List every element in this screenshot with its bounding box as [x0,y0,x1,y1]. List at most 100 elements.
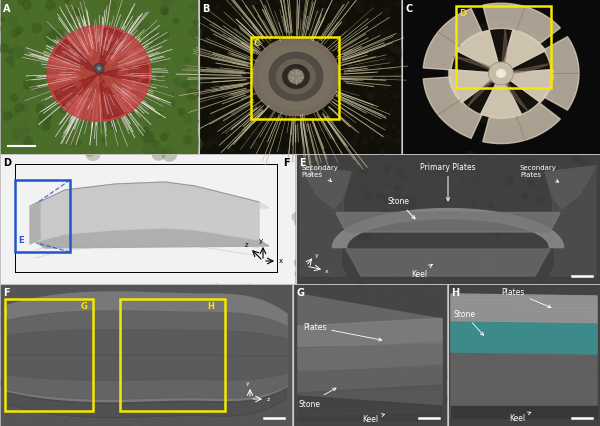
Circle shape [232,44,238,50]
Circle shape [232,150,236,155]
Circle shape [546,211,550,216]
Circle shape [580,268,585,272]
Circle shape [33,80,46,93]
Text: y: y [259,237,263,243]
Bar [296,155,600,284]
Circle shape [363,24,369,30]
Circle shape [71,124,79,132]
Circle shape [320,0,326,6]
Circle shape [521,193,529,200]
Circle shape [406,226,412,232]
Circle shape [562,198,571,207]
Circle shape [301,343,305,346]
Polygon shape [5,355,287,356]
Circle shape [64,34,68,38]
Circle shape [206,91,214,99]
Circle shape [407,203,416,211]
Bar [402,0,600,155]
Circle shape [438,228,440,230]
Circle shape [297,424,301,426]
Circle shape [306,168,315,177]
Circle shape [153,309,158,315]
Circle shape [21,115,32,125]
Circle shape [344,3,348,6]
Circle shape [312,8,319,15]
Circle shape [103,298,105,301]
Circle shape [108,340,110,342]
Circle shape [478,415,480,417]
Circle shape [97,67,101,71]
Circle shape [429,160,433,164]
Circle shape [257,27,263,33]
Circle shape [233,85,239,89]
Circle shape [393,73,400,81]
Circle shape [142,338,146,342]
Circle shape [389,132,391,134]
Circle shape [575,157,580,162]
Circle shape [79,92,89,102]
Circle shape [98,98,101,101]
Circle shape [307,86,315,94]
Bar [199,0,401,155]
Circle shape [578,248,584,253]
Circle shape [444,399,448,403]
Circle shape [150,341,153,344]
Circle shape [18,285,20,288]
Circle shape [473,306,475,308]
Circle shape [70,66,83,80]
Circle shape [228,138,231,141]
Circle shape [335,71,339,75]
Circle shape [308,398,310,401]
Circle shape [314,340,316,342]
Circle shape [497,398,501,403]
Circle shape [575,256,583,265]
Circle shape [232,111,237,117]
Circle shape [528,358,532,363]
Circle shape [238,102,242,106]
Circle shape [28,296,29,298]
Circle shape [211,25,215,29]
Circle shape [297,121,302,127]
Circle shape [302,253,311,262]
Circle shape [151,394,152,395]
Polygon shape [467,74,501,108]
Circle shape [52,388,55,390]
Circle shape [212,422,217,426]
Circle shape [226,86,232,92]
Circle shape [88,304,94,310]
Circle shape [597,370,600,375]
Circle shape [481,393,484,397]
Circle shape [22,79,34,91]
Circle shape [350,108,355,113]
Circle shape [78,0,87,9]
Circle shape [442,293,443,295]
Circle shape [181,343,184,345]
Circle shape [186,89,199,101]
Circle shape [145,366,147,368]
Circle shape [382,95,386,99]
Circle shape [579,338,584,343]
Circle shape [15,357,19,361]
Polygon shape [99,74,124,120]
Circle shape [7,49,14,55]
Polygon shape [99,29,124,74]
Circle shape [277,93,286,101]
Circle shape [179,357,184,362]
Text: Stone: Stone [387,197,415,219]
Circle shape [377,42,381,46]
Circle shape [67,423,70,426]
Circle shape [160,379,165,384]
Circle shape [151,140,159,149]
Circle shape [312,83,320,91]
Circle shape [160,7,169,16]
Circle shape [401,338,406,344]
Circle shape [211,142,214,145]
Circle shape [204,351,209,356]
Circle shape [268,61,271,64]
Circle shape [356,278,365,288]
Circle shape [182,323,187,329]
Circle shape [435,188,437,190]
Circle shape [165,306,167,308]
Circle shape [367,80,371,83]
Circle shape [536,194,545,204]
